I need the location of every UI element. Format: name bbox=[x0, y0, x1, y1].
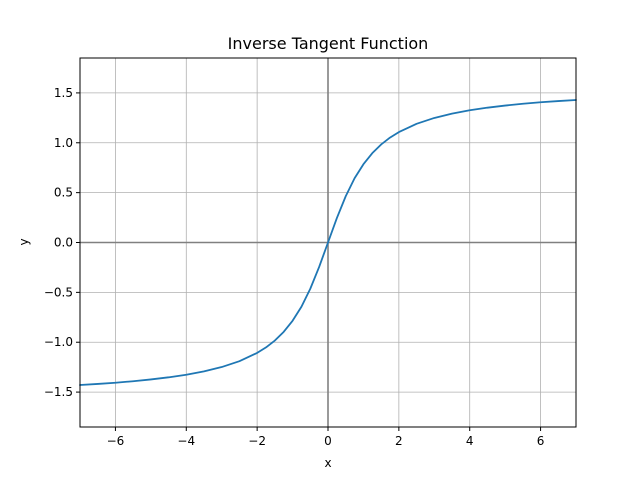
chart-title: Inverse Tangent Function bbox=[228, 34, 429, 53]
y-tick-label: 0.0 bbox=[54, 236, 73, 250]
x-tick-label: 4 bbox=[466, 434, 474, 448]
y-tick-label: 0.5 bbox=[54, 186, 73, 200]
y-tick-label: 1.0 bbox=[54, 136, 73, 150]
series-layer bbox=[79, 99, 577, 386]
x-tick-label: 6 bbox=[537, 434, 545, 448]
series-line bbox=[79, 99, 577, 386]
y-tick-label: −1.0 bbox=[44, 335, 73, 349]
y-axis-label: y bbox=[17, 238, 31, 245]
y-tick-label: −0.5 bbox=[44, 285, 73, 299]
x-tick-label: −2 bbox=[248, 434, 266, 448]
x-axis-label: x bbox=[324, 456, 331, 470]
x-tick-label: 0 bbox=[324, 434, 332, 448]
y-tick-label: 1.5 bbox=[54, 86, 73, 100]
x-tick-label: −4 bbox=[177, 434, 195, 448]
x-tick-label: −6 bbox=[107, 434, 125, 448]
tick-layer: −6 −4 −2 0 2 4 6 −1.5 −1.0 −0.5 0.0 0.5 1.0 1.5 bbox=[44, 86, 545, 448]
y-tick-label: −1.5 bbox=[44, 385, 73, 399]
x-tick-label: 2 bbox=[395, 434, 403, 448]
